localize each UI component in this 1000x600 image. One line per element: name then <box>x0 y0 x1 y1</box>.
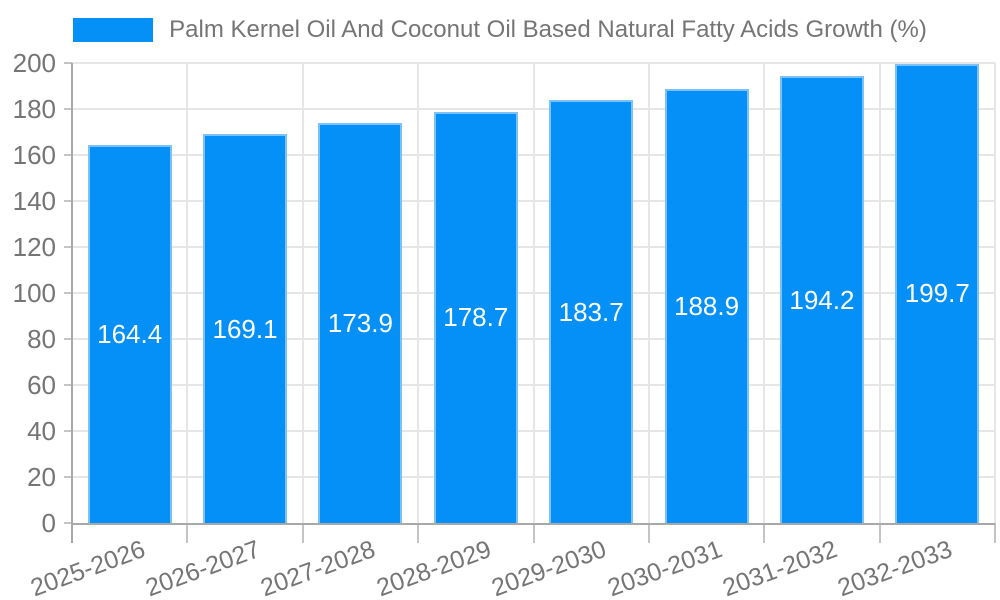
bar-2030-2031[interactable] <box>664 88 749 523</box>
bar-value-label: 188.9 <box>674 290 740 321</box>
y-axis-label: 100 <box>12 278 56 308</box>
x-axis-tick <box>71 523 73 543</box>
x-axis-line <box>72 523 995 525</box>
bar-2027-2028[interactable] <box>318 123 403 523</box>
y-axis-tick <box>64 108 72 110</box>
y-axis-tick <box>64 522 72 524</box>
x-gridline <box>186 63 189 523</box>
x-gridline <box>301 63 304 523</box>
y-axis-tick <box>64 476 72 478</box>
legend-swatch <box>73 18 154 42</box>
x-axis-tick <box>647 523 650 543</box>
bar-value-label: 173.9 <box>327 308 393 338</box>
y-axis-tick <box>64 200 72 202</box>
chart-legend[interactable]: Palm Kernel Oil And Coconut Oil Based Na… <box>0 16 1000 44</box>
x-gridline <box>417 63 420 523</box>
y-axis-tick <box>64 62 72 64</box>
y-axis-label: 180 <box>12 94 56 124</box>
y-axis-label: 160 <box>12 140 56 170</box>
y-axis-label: 0 <box>41 508 56 538</box>
x-axis-tick <box>186 523 189 543</box>
bar-2026-2027[interactable] <box>203 134 288 523</box>
x-axis-tick <box>994 523 996 543</box>
bar-value-label: 169.1 <box>212 313 278 344</box>
bar-value-label: 183.7 <box>558 296 624 327</box>
bar-2025-2026[interactable] <box>87 144 172 523</box>
bar-value-label: 164.4 <box>97 318 163 349</box>
y-axis-label: 200 <box>12 48 56 78</box>
y-axis-line <box>71 63 73 525</box>
bar-value-label: 199.7 <box>904 278 970 309</box>
bar-2029-2030[interactable] <box>549 100 634 523</box>
x-gridline <box>878 63 881 523</box>
y-axis-tick <box>64 384 72 386</box>
x-gridline <box>763 63 766 523</box>
x-gridline <box>994 63 996 523</box>
y-axis-label: 40 <box>27 416 56 446</box>
x-axis-tick <box>878 523 881 543</box>
y-axis-tick <box>64 154 72 156</box>
bar-2032-2033[interactable] <box>895 63 980 523</box>
y-axis-label: 120 <box>12 232 56 262</box>
y-axis-label: 80 <box>27 324 56 354</box>
legend-label: Palm Kernel Oil And Coconut Oil Based Na… <box>169 16 927 43</box>
bar-value-label: 178.7 <box>443 302 509 333</box>
bar-2028-2029[interactable] <box>433 111 518 523</box>
y-axis-tick <box>64 292 72 294</box>
y-axis-tick <box>64 246 72 248</box>
bar-2031-2032[interactable] <box>779 76 864 523</box>
y-axis-tick <box>64 430 72 432</box>
x-axis-tick <box>417 523 420 543</box>
x-gridline <box>532 63 535 523</box>
y-axis-label: 140 <box>12 186 56 216</box>
y-axis-label: 60 <box>27 370 56 400</box>
y-axis-label: 20 <box>27 462 56 492</box>
bar-value-label: 194.2 <box>789 284 855 315</box>
x-axis-tick <box>301 523 304 543</box>
x-gridline <box>647 63 650 523</box>
x-axis-tick <box>763 523 766 543</box>
x-axis-tick <box>532 523 535 543</box>
y-axis-tick <box>64 338 72 340</box>
